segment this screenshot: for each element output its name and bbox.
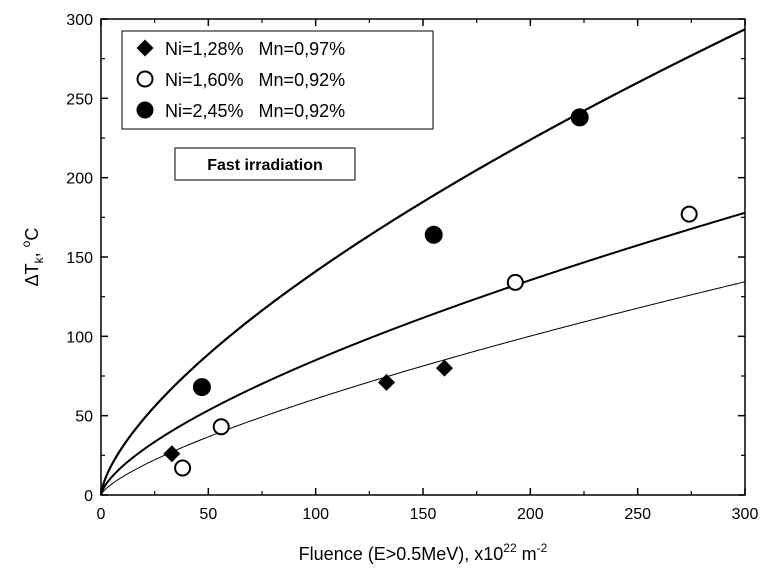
data-point-diamond xyxy=(378,373,396,391)
data-point-diamond xyxy=(435,359,453,377)
data-point-diamond xyxy=(163,445,181,463)
annotation-text: Fast irradiation xyxy=(207,157,323,174)
axis-ticks xyxy=(100,18,746,496)
fit-curve-series-2 xyxy=(100,211,746,496)
legend-label-series-2: Ni=1,60% Mn=0,92% xyxy=(165,70,345,90)
x-tick-label: 0 xyxy=(97,506,106,523)
legend-marker-diamond xyxy=(136,39,154,57)
data-point-open-circle xyxy=(506,273,524,291)
data-point-filled-circle xyxy=(192,378,211,397)
legend-box xyxy=(121,30,434,130)
data-point-open-circle xyxy=(680,205,698,223)
legend-marker-filled-circle xyxy=(136,101,154,119)
y-tick-label: 300 xyxy=(66,12,93,29)
data-point-open-circle xyxy=(212,418,230,436)
data-point-filled-circle xyxy=(570,108,589,127)
y-tick-label: 150 xyxy=(66,250,93,267)
x-tick-labels: 0 50 100 150 200 250 300 xyxy=(97,506,759,523)
y-tick-label: 0 xyxy=(84,488,93,505)
x-tick-label: 100 xyxy=(302,506,329,523)
fit-curves xyxy=(99,28,746,496)
data-points xyxy=(163,108,698,477)
y-tick-label: 250 xyxy=(66,91,93,108)
data-point-open-circle xyxy=(174,459,192,477)
y-axis-title: ΔTk, oC xyxy=(19,228,46,287)
fit-curve-series-1 xyxy=(100,281,746,496)
legend-label-series-1: Ni=1,28% Mn=0,97% xyxy=(165,39,345,59)
legend-marker-open-circle xyxy=(136,70,154,88)
legend-label-series-3: Ni=2,45% Mn=0,92% xyxy=(165,101,345,121)
y-tick-label: 200 xyxy=(66,171,93,188)
y-tick-label: 50 xyxy=(75,409,93,426)
y-tick-label: 100 xyxy=(66,329,93,346)
annotation-box: Fast irradiation xyxy=(174,147,356,181)
legend: Ni=1,28% Mn=0,97% Ni=1,60% Mn=0,92% Ni=2… xyxy=(121,30,434,130)
x-tick-label: 150 xyxy=(410,506,437,523)
x-tick-label: 50 xyxy=(199,506,217,523)
x-tick-label: 200 xyxy=(517,506,544,523)
x-tick-label: 250 xyxy=(624,506,651,523)
x-axis-title: Fluence (E>0.5MeV), x1022 m-2 xyxy=(299,541,548,564)
data-point-filled-circle xyxy=(424,225,443,244)
annotation-frame xyxy=(174,147,356,181)
x-tick-label: 300 xyxy=(732,506,759,523)
fit-curve-series-3 xyxy=(99,28,746,496)
y-tick-labels: 0 50 100 150 200 250 300 xyxy=(66,12,93,505)
